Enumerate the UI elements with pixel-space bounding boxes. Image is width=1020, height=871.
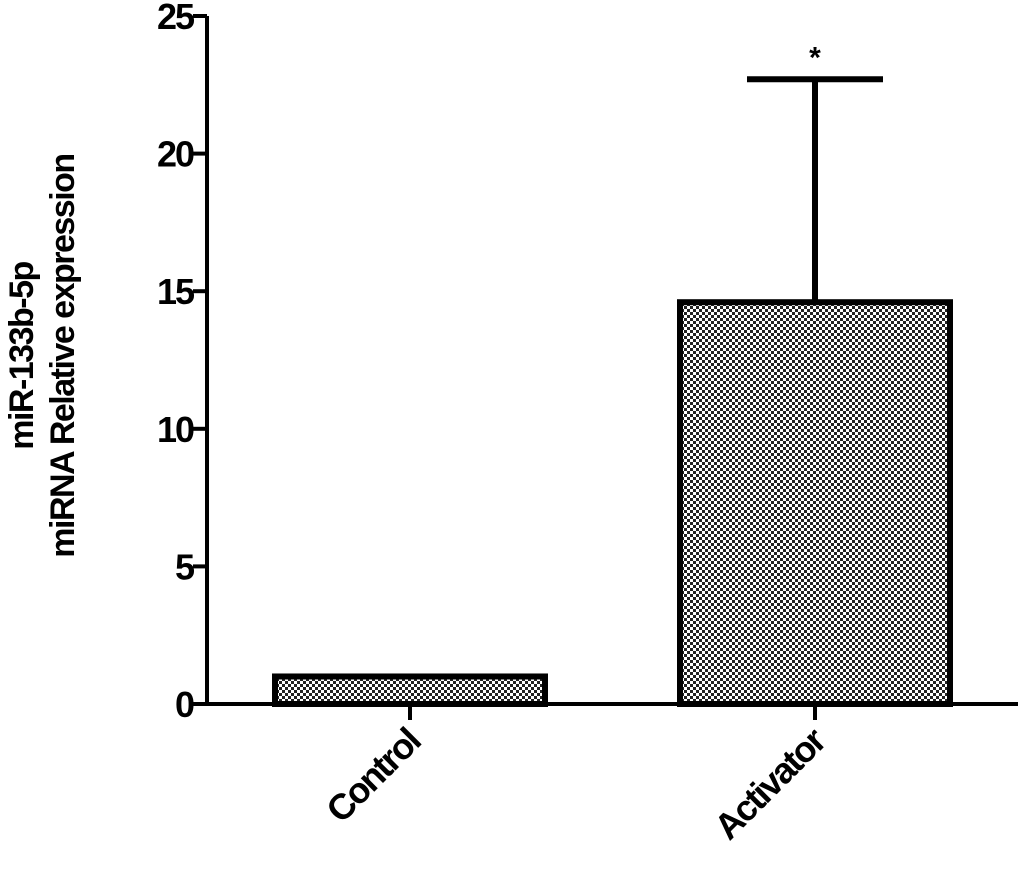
y-tick-label-0: 0: [175, 684, 194, 725]
y-tick-label-5: 5: [175, 546, 195, 587]
y-tick-label-10: 10: [157, 409, 194, 450]
y-axis-label-line2: miRNA Relative expression: [44, 154, 82, 557]
bar-activator: [677, 299, 953, 707]
y-axis-label: miR-133b-5p miRNA Relative expression: [3, 154, 82, 557]
y-tick-label-20: 20: [157, 134, 194, 175]
y-axis-label-line1: miR-133b-5p: [3, 262, 41, 450]
y-tick-label-15: 15: [157, 271, 195, 312]
significance-marker-activator: *: [809, 41, 821, 74]
bar-control: [272, 673, 548, 707]
x-tick-label-control: Control: [318, 721, 428, 831]
y-tick-label-25: 25: [157, 0, 195, 37]
x-tick-label-activator: Activator: [706, 719, 834, 847]
